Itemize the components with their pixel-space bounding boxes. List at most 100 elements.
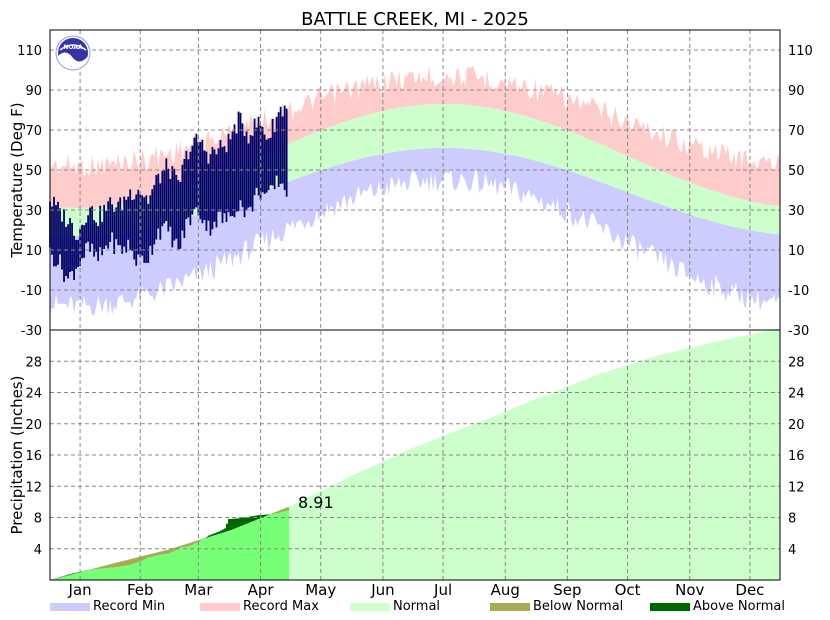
observed-precip-column	[171, 551, 175, 580]
below-normal-column	[159, 551, 163, 555]
observed-precip-column	[95, 568, 99, 580]
observed-precip-column	[71, 574, 75, 580]
precipitation-axis-label: Precipitation (Inches)	[8, 376, 26, 535]
observed-precip-column	[250, 521, 254, 580]
observed-precip-column	[242, 525, 246, 580]
observed-precip-column	[167, 553, 171, 580]
observed-precip-column	[117, 566, 121, 580]
below-normal-column	[101, 566, 105, 569]
legend-swatch	[50, 603, 90, 611]
below-normal-column	[123, 560, 127, 566]
above-normal-column	[205, 536, 209, 538]
above-normal-column	[258, 515, 262, 519]
below-normal-column	[167, 549, 171, 554]
below-normal-column	[165, 550, 169, 554]
observed-precip-column	[179, 547, 183, 580]
below-normal-column	[93, 568, 97, 570]
observed-precip-column	[217, 533, 221, 580]
below-normal-column	[91, 568, 95, 570]
above-normal-column	[67, 574, 71, 576]
observed-precip-column	[169, 552, 173, 580]
observed-precip-column	[123, 565, 127, 580]
below-normal-column	[145, 555, 149, 559]
observed-precip-column	[207, 536, 211, 580]
observed-precip-column	[195, 542, 199, 580]
below-normal-column	[181, 545, 185, 547]
observed-precip-column	[282, 511, 286, 580]
observed-precip-column	[147, 557, 151, 580]
observed-precip-column	[213, 535, 217, 580]
above-normal-column	[219, 530, 223, 534]
legend-label: Record Min	[93, 599, 165, 614]
below-normal-column	[115, 562, 119, 567]
observed-precip-column	[264, 516, 268, 580]
month-tick-label: Jul	[433, 581, 452, 599]
below-normal-column	[103, 565, 107, 569]
below-normal-column	[97, 567, 101, 569]
below-normal-column	[139, 556, 143, 562]
below-normal-column	[177, 546, 181, 549]
observed-precip-column	[252, 521, 256, 580]
observed-precip-column	[223, 531, 227, 580]
observed-precip-column	[89, 569, 93, 580]
below-normal-column	[155, 552, 159, 556]
above-normal-column	[65, 575, 69, 576]
above-normal-column	[213, 533, 217, 536]
observed-precip-column	[67, 575, 71, 580]
observed-precip-column	[274, 513, 278, 580]
observed-precip-column	[270, 514, 274, 580]
temp-tick-label-left: 70	[25, 124, 42, 139]
precipitation-total-label: 8.91	[298, 493, 334, 512]
observed-precip-column	[205, 537, 209, 580]
observed-precip-column	[227, 530, 231, 580]
temp-tick-label-right: 90	[788, 84, 805, 99]
above-normal-column	[223, 528, 227, 532]
above-normal-column	[234, 518, 238, 529]
observed-precip-column	[101, 568, 105, 580]
temp-tick-label-left: 110	[17, 44, 42, 59]
observed-precip-column	[65, 575, 69, 580]
above-normal-column	[229, 518, 233, 530]
below-normal-column	[278, 510, 282, 513]
below-normal-column	[153, 553, 157, 556]
above-normal-column	[250, 516, 254, 522]
below-normal-column	[179, 545, 183, 548]
below-normal-column	[157, 552, 161, 555]
below-normal-column	[189, 542, 193, 546]
observed-precip-column	[69, 574, 73, 580]
above-normal-column	[211, 533, 215, 536]
month-tick-label: Dec	[735, 581, 764, 599]
precip-tick-label-right: 16	[788, 449, 805, 464]
above-normal-column	[225, 523, 229, 532]
noaa-logo: NOAA	[55, 35, 91, 71]
observed-precip-column	[131, 563, 135, 580]
observed-precip-column	[173, 550, 177, 580]
precip-tick-label-left: 4	[34, 543, 42, 558]
observed-precip-column	[141, 560, 145, 580]
above-normal-column	[69, 574, 73, 575]
below-normal-column	[107, 564, 111, 568]
observed-precip-column	[105, 567, 109, 580]
precip-tick-label-right: 12	[788, 480, 805, 495]
above-normal-column	[244, 517, 248, 525]
temp-tick-label-right: -10	[788, 284, 809, 299]
below-normal-column	[125, 560, 129, 566]
observed-precip-column	[240, 525, 244, 580]
precip-tick-label-right: 4	[788, 543, 796, 558]
below-normal-column	[193, 541, 197, 544]
above-normal-column	[254, 515, 258, 521]
below-normal-column	[129, 559, 133, 565]
observed-precip-column	[59, 577, 63, 580]
legend-label: Normal	[393, 599, 440, 614]
legend: Record Min Record Max Normal Below Normal Ab…	[50, 599, 785, 614]
observed-precip-column	[236, 527, 240, 580]
month-tick-label: Jun	[370, 581, 394, 599]
observed-precip-column	[53, 578, 57, 580]
below-normal-column	[187, 543, 191, 547]
plot-frame	[49, 29, 781, 581]
observed-precip-column	[57, 577, 61, 580]
observed-precip-column	[129, 564, 133, 580]
temp-tick-label-right: 30	[788, 204, 805, 219]
observed-precip-column	[61, 576, 65, 580]
